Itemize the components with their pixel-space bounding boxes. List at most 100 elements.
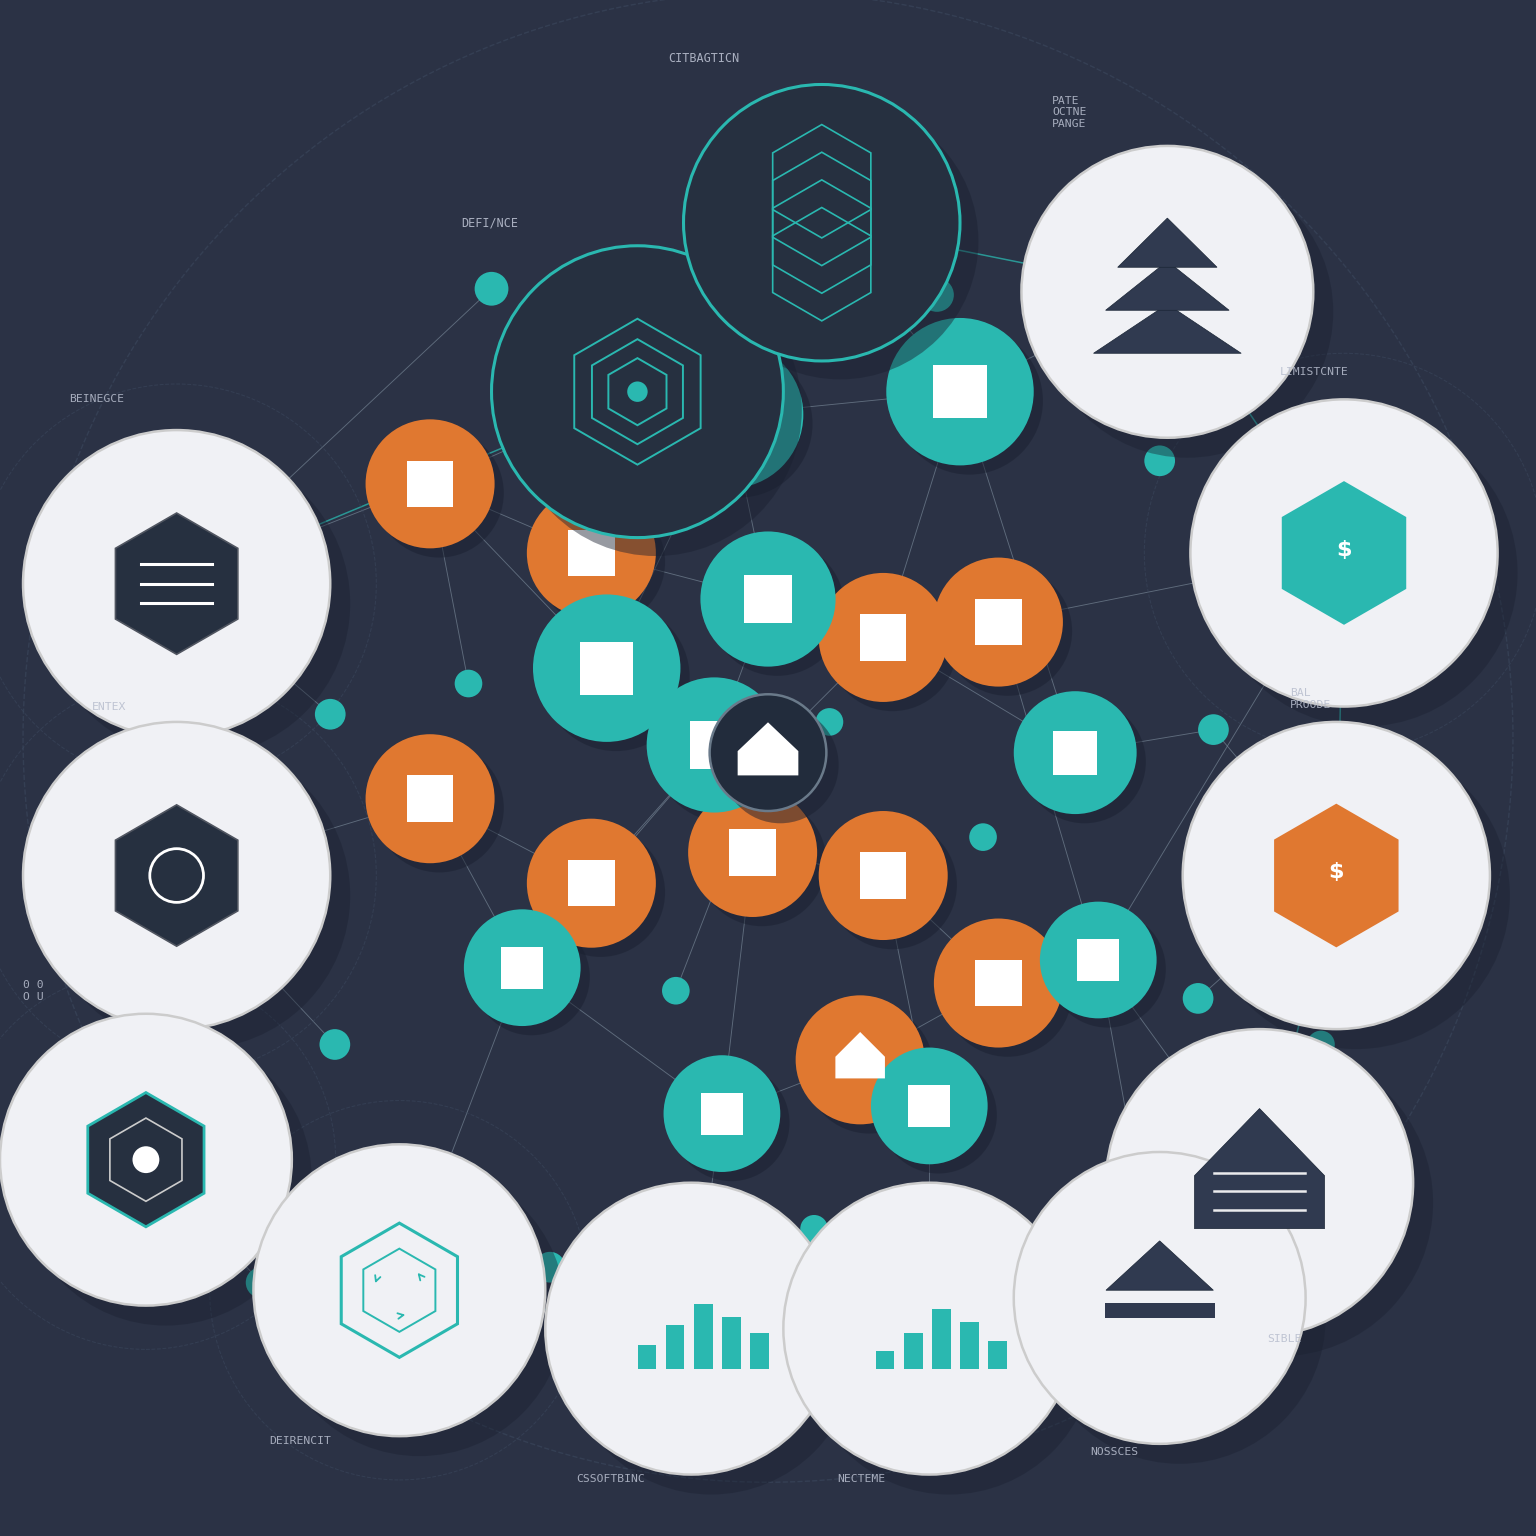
Bar [700, 1092, 743, 1135]
Circle shape [702, 103, 978, 379]
Circle shape [1014, 691, 1137, 814]
Text: $: $ [1329, 862, 1344, 883]
Circle shape [805, 1005, 934, 1134]
Circle shape [664, 1055, 780, 1172]
Circle shape [1040, 902, 1157, 1018]
Circle shape [1144, 445, 1175, 476]
Bar [960, 1322, 978, 1369]
Polygon shape [115, 513, 238, 654]
Bar [1054, 731, 1097, 774]
Text: SIBLE: SIBLE [1267, 1335, 1301, 1344]
Bar [750, 1333, 770, 1369]
Polygon shape [737, 722, 799, 776]
Text: NECTEME: NECTEME [837, 1475, 885, 1484]
Bar [690, 720, 739, 770]
Bar [407, 461, 453, 507]
Circle shape [662, 977, 690, 1005]
Text: $: $ [1336, 539, 1352, 561]
Circle shape [673, 1064, 790, 1181]
Circle shape [23, 722, 330, 1029]
Bar [934, 366, 986, 418]
Circle shape [819, 573, 948, 702]
Circle shape [527, 819, 656, 948]
Circle shape [1106, 1029, 1413, 1336]
Circle shape [697, 797, 826, 926]
Circle shape [1203, 742, 1510, 1049]
Circle shape [828, 582, 957, 711]
Circle shape [545, 1183, 837, 1475]
Circle shape [1198, 714, 1229, 745]
Circle shape [656, 687, 791, 822]
Circle shape [475, 272, 508, 306]
Circle shape [665, 350, 813, 498]
Circle shape [1307, 1031, 1335, 1058]
Circle shape [253, 1144, 545, 1436]
Circle shape [828, 820, 957, 949]
Circle shape [934, 919, 1063, 1048]
Bar [932, 1309, 951, 1369]
Polygon shape [88, 1092, 204, 1227]
Circle shape [366, 419, 495, 548]
Circle shape [0, 1014, 292, 1306]
Bar [860, 614, 906, 660]
Circle shape [656, 341, 803, 488]
Polygon shape [1195, 1109, 1324, 1229]
Bar [860, 852, 906, 899]
Polygon shape [111, 1118, 181, 1201]
Bar [501, 946, 544, 989]
Circle shape [819, 811, 948, 940]
Circle shape [375, 743, 504, 872]
Circle shape [510, 264, 802, 556]
Circle shape [969, 823, 997, 851]
Circle shape [816, 708, 843, 736]
Circle shape [895, 327, 1043, 475]
Bar [1104, 1303, 1215, 1318]
Circle shape [132, 1146, 160, 1174]
Circle shape [1126, 1049, 1433, 1356]
Circle shape [1041, 166, 1333, 458]
Circle shape [684, 84, 960, 361]
Circle shape [803, 1203, 1095, 1495]
Text: CITBAGTICN: CITBAGTICN [668, 52, 739, 65]
Circle shape [722, 707, 839, 823]
Circle shape [43, 742, 350, 1049]
Text: CSSOFTBINC: CSSOFTBINC [576, 1475, 645, 1484]
Bar [407, 776, 453, 822]
Bar [743, 574, 793, 624]
Polygon shape [1118, 218, 1217, 267]
Circle shape [1034, 1172, 1326, 1464]
Circle shape [20, 1034, 312, 1326]
Circle shape [1014, 1152, 1306, 1444]
Text: BEINEGCE: BEINEGCE [69, 395, 124, 404]
Polygon shape [115, 805, 238, 946]
Polygon shape [1106, 1241, 1213, 1290]
Text: PATE
OCTNE
PANGE: PATE OCTNE PANGE [1052, 95, 1086, 129]
Bar [876, 1352, 894, 1369]
Polygon shape [1106, 261, 1229, 310]
Bar [568, 860, 614, 906]
Text: LIMISTCNTE: LIMISTCNTE [1279, 367, 1349, 376]
Circle shape [536, 498, 665, 627]
Bar [694, 1304, 713, 1369]
Circle shape [565, 1203, 857, 1495]
Circle shape [542, 604, 690, 751]
Circle shape [1210, 419, 1518, 727]
Circle shape [710, 694, 826, 811]
Circle shape [464, 909, 581, 1026]
Circle shape [1049, 911, 1166, 1028]
Circle shape [920, 278, 954, 312]
Circle shape [473, 919, 590, 1035]
Bar [975, 599, 1021, 645]
Circle shape [492, 246, 783, 538]
Circle shape [796, 995, 925, 1124]
Bar [637, 1344, 656, 1369]
Circle shape [943, 928, 1072, 1057]
Polygon shape [836, 1032, 885, 1078]
Text: NOSSCES: NOSSCES [1091, 1447, 1138, 1456]
Circle shape [700, 531, 836, 667]
Circle shape [871, 1048, 988, 1164]
Text: 0 0
O U: 0 0 O U [23, 980, 43, 1001]
Circle shape [319, 1029, 350, 1060]
Circle shape [315, 699, 346, 730]
Bar [1077, 938, 1120, 982]
